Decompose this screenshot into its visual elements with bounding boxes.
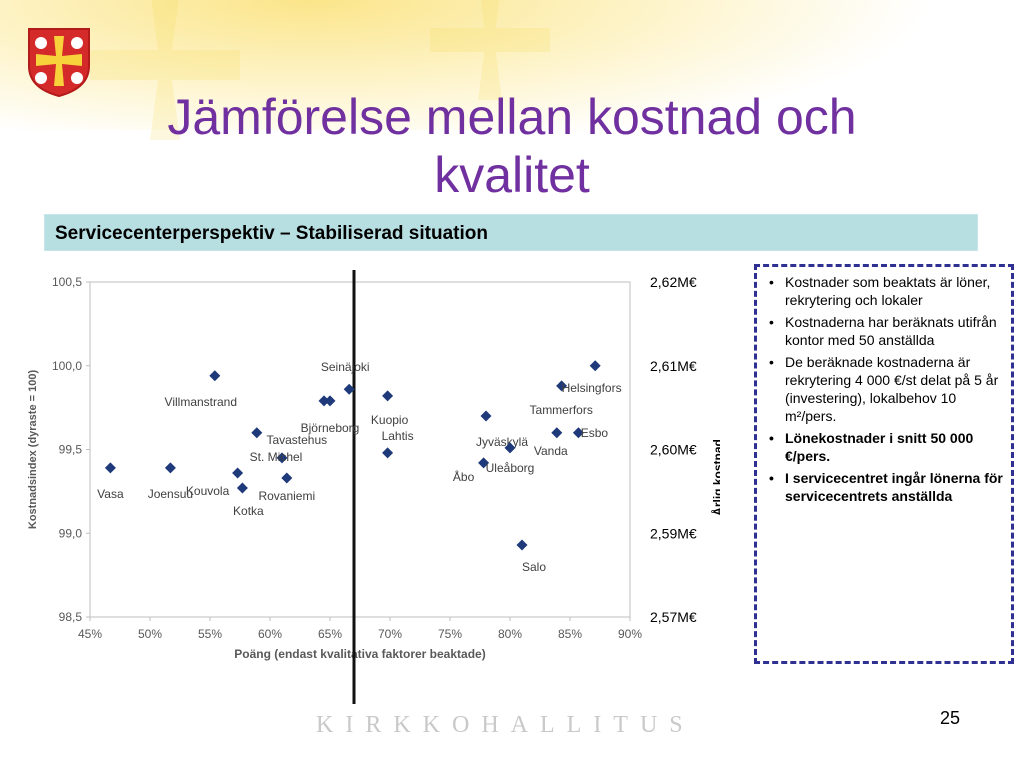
data-point-label: Jyväskylä [476,435,528,449]
data-point [478,457,490,469]
y-axis-title: Kostnadsindex (dyraste = 100) [27,370,39,530]
page-title: Jämförelse mellan kostnad och kvalitet [60,88,964,204]
data-point-label: Esbo [581,426,609,440]
data-point-label: Kotka [233,504,264,518]
data-point-label: Lahtis [382,429,414,443]
data-point-label: Helsingfors [562,381,622,395]
data-point-label: Villmanstrand [165,395,237,409]
notes-list: Kostnader som beaktats är löner, rekryte… [763,273,1005,505]
data-point-label: Vasa [97,487,124,501]
data-point-label: Uleåborg [486,461,535,475]
x-tick-label: 55% [198,627,222,641]
header-glow [0,0,1024,130]
x-tick-label: 75% [438,627,462,641]
data-point [516,539,528,551]
page-number: 25 [940,708,961,728]
data-point-label: Björneborg [301,421,360,435]
footer-text: KIRKKOHALLITUS [316,712,695,738]
data-point-label: St. Michel [250,450,303,464]
data-point [251,427,263,439]
y-tick-label: 100,5 [52,275,82,289]
y2-axis-title: Årlig kostnad [710,439,720,516]
title-line-1: Jämförelse mellan kostnad och [167,89,857,145]
y2-tick-label: 2,57M€ [650,609,697,625]
data-point [232,467,244,479]
x-tick-label: 45% [78,627,102,641]
note-item: Kostnaderna har beräknats utifrån kontor… [763,313,1005,349]
x-tick-label: 90% [618,627,642,641]
data-point [382,390,394,402]
data-point [281,472,293,484]
x-tick-label: 80% [498,627,522,641]
x-tick-label: 60% [258,627,282,641]
note-item: I servicecentret ingår lönerna för servi… [763,469,1005,505]
data-point-label: Tammerfors [530,403,593,417]
data-point-label: Joensuu [148,487,193,501]
data-point-label: Vanda [534,444,568,458]
x-tick-label: 65% [318,627,342,641]
scatter-chart: 45% 50% 55% 60% 65% 70% 75% 80% 85% 90% 98,5 2,57M€… [27,270,720,704]
data-point-label: Kuopio [371,413,409,427]
data-point [556,380,568,392]
note-item: Kostnader som beaktats är löner, rekryte… [763,273,1005,309]
data-point [324,395,336,407]
y-tick-label: 99,0 [59,526,83,540]
x-axis-title: Poäng (endast kvalitativa faktorer beakt… [234,647,485,661]
subtitle-band: Servicecenterperspektiv – Stabiliserad s… [44,214,978,251]
background-cross-icon [430,0,550,100]
data-point [382,447,394,459]
data-point-label: Salo [522,560,546,574]
data-point-label: Rovaniemi [258,489,315,503]
y2-tick-label: 2,61M€ [650,358,697,374]
data-point-label: Tavastehus [266,433,327,447]
y-tick-label: 98,5 [59,610,83,624]
data-point [236,482,248,494]
data-point [276,452,288,464]
x-tick-label: 85% [558,627,582,641]
subtitle-text: Servicecenterperspektiv – Stabiliserad s… [55,223,488,244]
x-tick-label: 50% [138,627,162,641]
y-tick-label: 100,0 [52,359,82,373]
x-tick-label: 70% [378,627,402,641]
data-point [572,427,584,439]
note-item: De beräknade kostnaderna är rekrytering … [763,353,1005,425]
data-point [343,383,355,395]
data-point [209,370,221,382]
y2-tick-label: 2,60M€ [650,442,697,458]
data-point-label: Kouvola [186,484,230,498]
data-point [104,462,116,474]
y-tick-label: 99,5 [59,443,83,457]
title-line-2: kvalitet [434,147,590,203]
data-point [589,360,601,372]
note-item: Lönekostnader i snitt 50 000 €/pers. [763,429,1005,465]
background-cross-icon [90,0,240,140]
data-point [318,395,330,407]
y2-tick-label: 2,59M€ [650,525,697,541]
y2-tick-label: 2,62M€ [650,274,697,290]
data-point [164,462,176,474]
data-point-label: Seinäjoki [321,360,370,374]
data-point [480,410,492,422]
data-point-label: Åbo [453,469,475,484]
data-point [551,427,563,439]
notes-box: Kostnader som beaktats är löner, rekryte… [754,264,1014,664]
coat-of-arms-logo [28,28,90,98]
data-point [504,442,516,454]
